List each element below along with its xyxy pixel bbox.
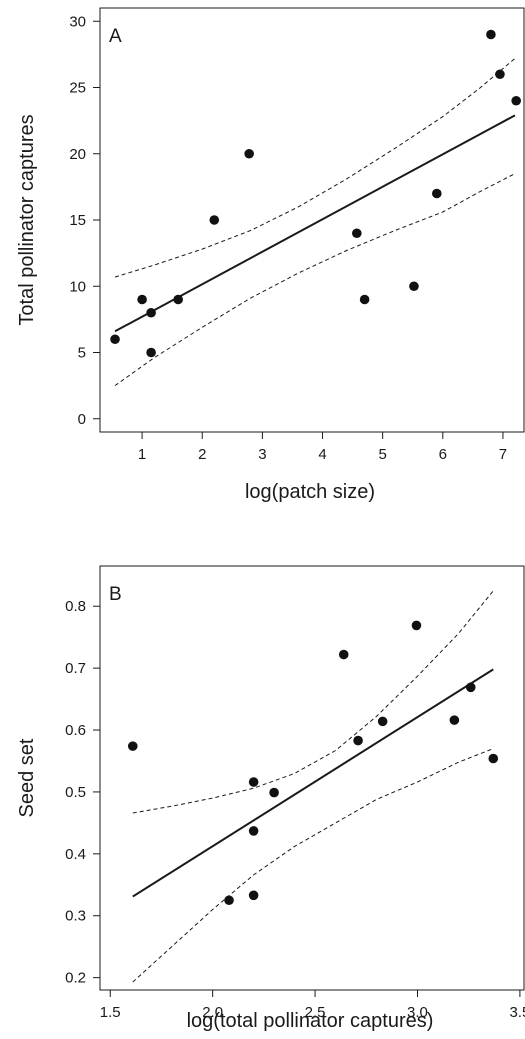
regression-line-a: [114, 114, 516, 333]
data-point-b: [248, 890, 259, 901]
x-tick-label-a: 6: [439, 446, 447, 463]
data-point-b: [338, 649, 349, 660]
data-point-b: [224, 895, 234, 906]
plot-layer-b: 1.5 2.0 2.5 3.0 3.5 0.2 0.3 0.4 0.5 0.6 0.7 0.8: [65, 590, 525, 1021]
data-point-b: [353, 735, 363, 746]
x-tick-label-b: 2.0: [202, 1004, 223, 1021]
data-point-b: [269, 787, 279, 798]
data-point-a: [359, 294, 370, 305]
x-tick-label-b: 3.0: [407, 1004, 428, 1021]
data-point-b: [488, 753, 499, 764]
y-tick-label-a: 5: [78, 345, 86, 362]
y-tick-label-a: 10: [69, 278, 86, 295]
x-axis-title-a: log(patch size): [245, 481, 375, 503]
y-tick-label-b: 0.8: [65, 598, 86, 615]
data-point-b: [449, 715, 460, 725]
ci-lower-line-b: [132, 748, 494, 983]
data-point-a: [209, 215, 220, 225]
x-axis-title-b: log(total pollinator captures): [187, 1010, 434, 1032]
y-axis-title-a: Total pollinator captures: [16, 114, 38, 325]
x-tick-label-a: 2: [198, 446, 206, 463]
data-point-a: [110, 334, 120, 345]
data-point-a: [431, 188, 442, 199]
y-tick-label-b: 0.7: [65, 660, 86, 677]
data-point-b: [248, 777, 259, 787]
data-point-a: [244, 148, 254, 159]
data-point-a: [146, 307, 156, 318]
plot-layer-a: 1 2 3 4 5 6 7 0 5 10 15 20 25 30: [69, 13, 521, 463]
data-point-a: [495, 69, 505, 80]
data-point-a: [146, 347, 156, 358]
plot-frame-a: [99, 7, 525, 433]
plot-frame-b: [99, 565, 525, 991]
data-point-b: [127, 741, 138, 751]
data-point-b: [411, 620, 422, 631]
panel-label-a: A: [109, 26, 122, 47]
y-tick-label-b: 0.2: [65, 970, 86, 987]
panel-b: B 1.5 2.0 2.5 3.0 3.5 0.2 0.3 0.4 0.5 0.6 0.7 0.8 l…: [16, 565, 525, 1032]
y-axis-title-b: Seed set: [16, 738, 38, 817]
data-point-a: [511, 95, 521, 106]
x-tick-label-a: 4: [318, 446, 326, 463]
data-point-a: [409, 281, 419, 292]
ci-upper-line-a: [114, 58, 516, 278]
data-point-a: [352, 228, 362, 239]
y-tick-label-a: 20: [69, 146, 86, 163]
y-tick-label-a: 15: [69, 212, 86, 229]
x-tick-label-b: 3.5: [509, 1004, 525, 1021]
y-tick-label-b: 0.6: [65, 722, 86, 739]
y-tick-label-a: 0: [78, 411, 86, 428]
y-tick-label-a: 25: [69, 80, 86, 97]
data-point-b: [377, 716, 388, 727]
y-tick-label-b: 0.3: [65, 908, 86, 925]
x-tick-label-b: 1.5: [100, 1004, 121, 1021]
data-point-b: [248, 826, 259, 836]
y-tick-label-b: 0.5: [65, 784, 86, 801]
data-point-a: [486, 29, 496, 40]
x-tick-label-a: 3: [258, 446, 266, 463]
y-tick-label-a: 30: [69, 13, 86, 30]
y-tick-label-b: 0.4: [65, 846, 86, 863]
x-tick-label-b: 2.5: [305, 1004, 326, 1021]
panel-label-b: B: [109, 584, 122, 605]
ci-upper-line-b: [132, 590, 494, 814]
x-tick-label-a: 7: [499, 446, 507, 463]
data-point-a: [173, 294, 183, 305]
x-tick-label-a: 5: [378, 446, 386, 463]
data-point-b: [465, 682, 476, 693]
panel-a: A 1 2 3 4 5 6 7 0 5 10 15 20 25 30 log(patch size) To…: [16, 7, 525, 503]
data-point-a: [137, 294, 147, 305]
regression-line-b: [132, 668, 494, 898]
x-tick-label-a: 1: [138, 446, 146, 463]
ci-lower-line-a: [114, 173, 516, 387]
